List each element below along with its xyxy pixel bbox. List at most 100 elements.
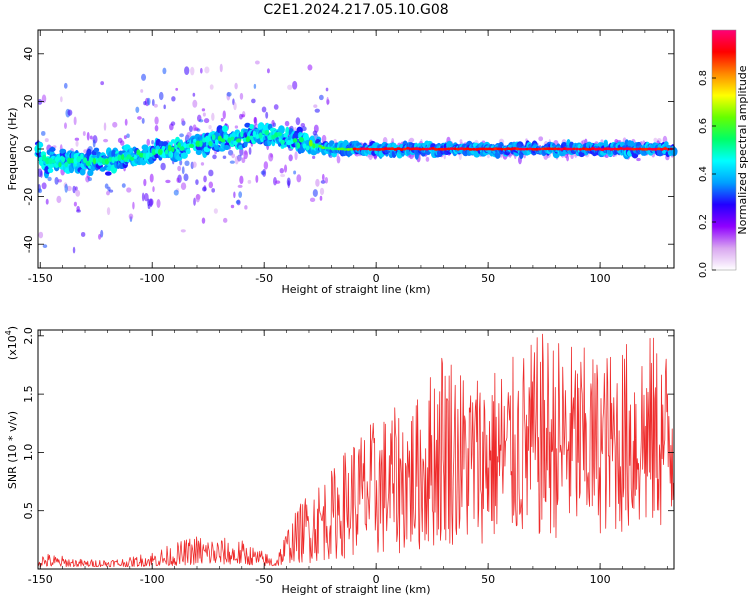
spectrogram-speckle — [266, 68, 270, 74]
spectrogram-core-cell — [142, 152, 147, 160]
spectrogram-core-cell — [276, 132, 282, 137]
spectrogram-core-cell — [167, 144, 172, 152]
spectrogram-core-cell — [308, 139, 313, 147]
spectrogram-speckle — [141, 73, 147, 81]
spectrogram-speckle — [211, 188, 216, 193]
snr-x-label: Height of straight line (km) — [281, 583, 430, 596]
spectrogram-speckle — [292, 80, 298, 90]
colorbar: 0.0 0.2 0.4 0.6 0.8 Normalized spectral ampl… — [698, 29, 749, 278]
spectrogram-speckle — [106, 190, 110, 196]
snr-x-tick-label: 50 — [481, 573, 495, 586]
spectrogram-speckle — [195, 179, 199, 185]
spectrogram-speckle — [284, 120, 290, 127]
spectrogram-speckle — [158, 91, 164, 101]
snr-x-tick-label: -100 — [140, 573, 165, 586]
spectrogram-core-cell — [236, 138, 242, 143]
spectrogram-speckle — [265, 111, 269, 119]
spectrogram-speckle — [38, 231, 44, 239]
spectrogram-core-cell — [622, 147, 626, 151]
spectrogram-speckle — [319, 195, 323, 201]
spectrogram-speckle — [126, 133, 130, 138]
spectrogram-band-cell — [223, 144, 230, 151]
spectrogram-speckle — [37, 188, 43, 194]
spectrogram-speckle — [106, 207, 111, 216]
spectrogram-speckle — [176, 177, 180, 183]
spectrogram-speckle — [140, 89, 144, 93]
spectrogram-core-cell — [177, 142, 182, 148]
spectrogram-core-cell — [305, 145, 310, 151]
spectrogram-speckle — [192, 92, 196, 97]
spectrogram-speckle — [165, 179, 171, 184]
spectrogram-speckle — [132, 201, 135, 210]
spectrogram-core-cell — [67, 157, 72, 164]
spectrogram-speckle — [309, 197, 316, 202]
spectrogram-core-cell — [249, 135, 253, 140]
spectrogram-band-cell — [292, 132, 300, 139]
spectrogram-band-cell — [49, 146, 56, 152]
spectrogram-core-cell — [161, 145, 166, 151]
spectrogram-speckle — [135, 106, 140, 113]
spectrogram-band-cell — [93, 147, 100, 153]
spectrogram-speckle — [312, 130, 318, 136]
spectrogram-x-tick-label: -150 — [28, 272, 53, 285]
spectrogram-core-cell — [298, 136, 304, 143]
spectrogram-band-cell — [47, 167, 54, 174]
spectrogram-core-cell — [330, 147, 335, 151]
spectrogram-speckle — [408, 137, 415, 143]
spectrogram-speckle — [74, 186, 78, 191]
spectrogram-core-cell — [343, 148, 347, 151]
spectrogram-core-cell — [450, 147, 454, 151]
spectrogram-core-cell — [145, 152, 150, 160]
spectrogram-speckle — [184, 66, 190, 76]
spectrogram-core-cell — [578, 147, 583, 151]
spectrogram-core-cell — [525, 147, 529, 151]
spectrogram-speckle — [41, 94, 47, 103]
snr-y-tick-label: 0.5 — [22, 502, 35, 519]
spectrogram-speckle — [175, 87, 179, 91]
spectrogram-speckle — [244, 205, 248, 210]
colorbar-tick-label: 0.2 — [698, 214, 709, 230]
spectrogram-speckle — [173, 189, 179, 196]
spectrogram-speckle — [219, 63, 223, 73]
snr-x-tick-label: 100 — [590, 573, 611, 586]
spectrogram-core-cell — [171, 146, 175, 152]
spectrogram-core-cell — [302, 143, 307, 149]
spectrogram-speckle — [286, 177, 291, 187]
spectrogram-core-cell — [365, 147, 370, 151]
spectrogram-core-cell — [565, 147, 571, 151]
spectrogram-speckle — [180, 182, 187, 191]
spectrogram-speckle — [60, 96, 63, 103]
spectrogram-core-cell — [114, 156, 119, 162]
spectrogram-speckle — [238, 191, 243, 199]
spectrogram-speckle — [72, 246, 76, 254]
spectrogram-speckle — [391, 137, 395, 144]
spectrogram-speckle — [209, 84, 214, 90]
spectrogram-speckle — [121, 183, 126, 188]
spectrogram-speckle — [80, 231, 86, 237]
spectrogram-core-cell — [292, 138, 298, 143]
spectrogram-core-cell — [609, 147, 615, 151]
spectrogram-speckle — [222, 217, 228, 223]
spectrogram-core-cell — [612, 147, 617, 151]
spectrogram-speckle — [325, 87, 329, 92]
spectrogram-speckle — [268, 152, 274, 162]
spectrogram-x-tick-label: 50 — [481, 272, 495, 285]
spectrogram-core-cell — [64, 161, 69, 167]
snr-panel: -150 -100 -50 0 50 100 0.5 1.0 1.5 2.0 Height of … — [4, 326, 675, 596]
spectrogram-core-cell — [339, 147, 345, 151]
spectrogram-core-cell — [352, 147, 357, 151]
spectrogram-y-tick-label: -20 — [22, 188, 35, 206]
spectrogram-core-cell — [396, 147, 401, 151]
snr-scale-base: (x10 — [6, 335, 19, 360]
spectrogram-core-cell — [164, 149, 169, 155]
spectrogram-speckle — [152, 186, 155, 193]
spectrogram-core-cell — [428, 147, 432, 151]
spectrogram-speckle — [192, 161, 197, 168]
spectrogram-core-cell — [537, 147, 542, 151]
spectrogram-speckle — [42, 244, 48, 248]
spectrogram-core-cell — [296, 142, 301, 149]
spectrogram-speckle — [231, 153, 236, 159]
colorbar-tick-label: 0.6 — [698, 118, 709, 134]
snr-y-tick-label: 1.5 — [22, 385, 35, 403]
